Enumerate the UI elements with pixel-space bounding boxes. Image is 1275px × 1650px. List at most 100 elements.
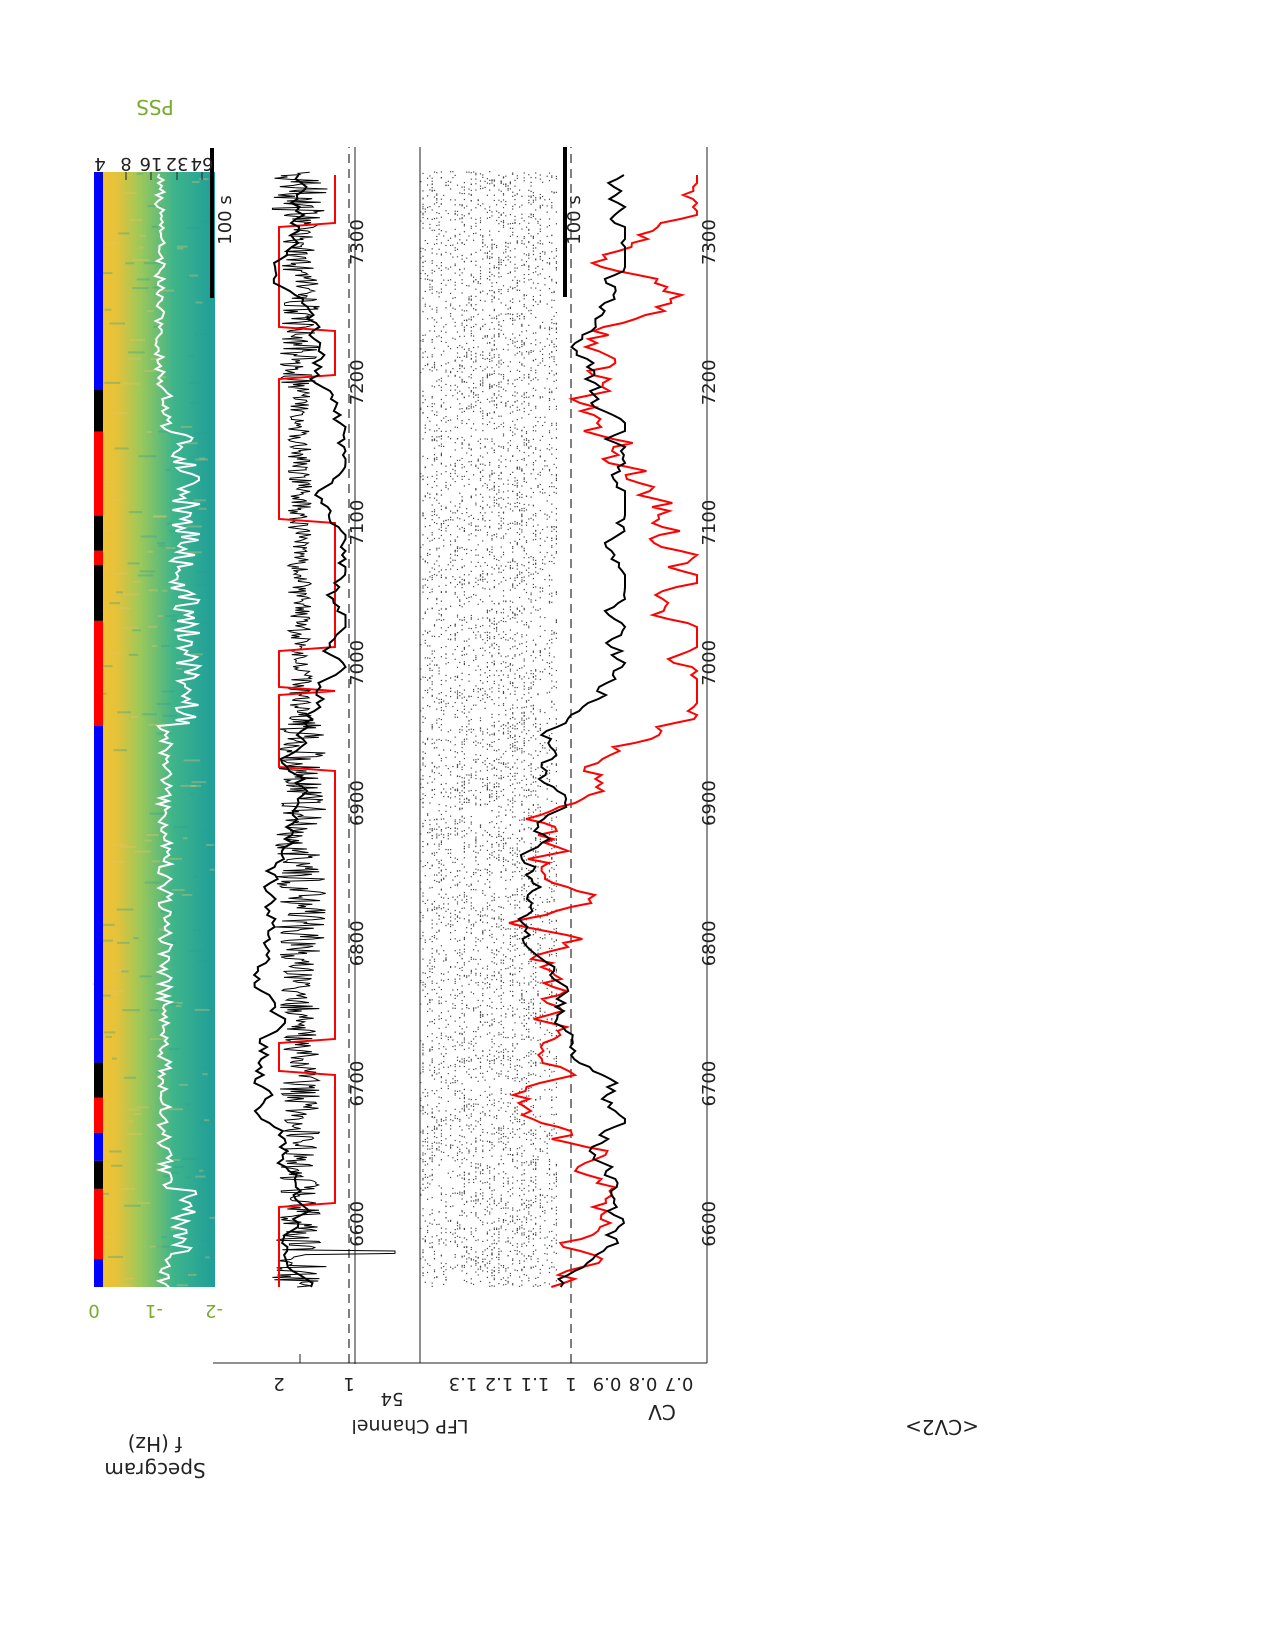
raster-spike xyxy=(479,1012,482,1014)
raster-spike xyxy=(468,799,470,801)
raster-spike xyxy=(475,323,477,326)
raster-spike xyxy=(500,913,502,916)
raster-spike xyxy=(512,713,514,715)
raster-spike xyxy=(468,1125,470,1127)
raster-spike xyxy=(505,1268,507,1270)
raster-spike xyxy=(514,1222,516,1224)
raster-spike xyxy=(542,770,544,773)
raster-spike xyxy=(548,399,551,401)
raster-spike xyxy=(463,616,465,619)
raster-spike xyxy=(528,174,530,176)
raster-spike xyxy=(514,852,516,854)
raster-spike xyxy=(466,640,468,642)
raster-spike xyxy=(514,788,516,790)
raster-spike xyxy=(461,436,463,439)
raster-spike xyxy=(491,473,493,475)
raster-spike xyxy=(484,300,486,302)
raster-spike xyxy=(500,979,502,981)
raster-spike xyxy=(514,219,516,221)
raster-spike xyxy=(537,379,539,381)
raster-spike xyxy=(521,1022,523,1024)
raster-spike xyxy=(489,1262,491,1265)
raster-spike xyxy=(491,539,493,541)
raster-spike xyxy=(548,1188,551,1190)
raster-spike xyxy=(459,1193,461,1195)
raster-spike xyxy=(466,801,468,804)
raster-spike xyxy=(482,1145,484,1147)
raster-spike xyxy=(475,624,477,626)
raster-spike xyxy=(525,481,528,483)
raster-spike xyxy=(470,1131,472,1133)
raster-spike xyxy=(502,608,505,610)
raster-spike xyxy=(514,337,516,339)
raster-spike xyxy=(463,663,465,666)
raster-spike xyxy=(539,1075,541,1077)
raster-spike xyxy=(498,1073,500,1075)
raster-spike xyxy=(516,486,518,488)
raster-spike xyxy=(463,529,465,532)
raster-spike xyxy=(482,967,484,969)
raster-spike xyxy=(507,1180,509,1182)
raster-spike xyxy=(475,754,477,756)
raster-spike xyxy=(475,401,477,403)
raster-spike xyxy=(479,826,482,829)
raster-spike xyxy=(555,448,557,451)
raster-spike xyxy=(491,546,493,548)
raster-spike xyxy=(530,612,532,614)
raster-spike xyxy=(486,1070,488,1072)
raster-spike xyxy=(546,465,548,467)
raster-spike xyxy=(505,956,507,958)
raster-spike xyxy=(493,1247,495,1249)
raster-spike xyxy=(493,317,495,319)
raster-spike xyxy=(551,1245,553,1247)
raster-spike xyxy=(553,898,555,901)
raster-spike xyxy=(466,653,468,655)
raster-spike xyxy=(498,298,500,300)
raster-spike xyxy=(525,1014,528,1017)
raster-spike xyxy=(516,847,518,849)
raster-spike xyxy=(509,577,511,579)
raster-spike xyxy=(470,570,472,572)
raster-spike xyxy=(489,636,491,638)
raster-spike xyxy=(532,1062,534,1064)
raster-spike xyxy=(555,839,557,841)
raster-spike xyxy=(523,220,525,222)
raster-spike xyxy=(507,723,509,725)
raster-spike xyxy=(461,478,463,481)
state-bar-segment-11 xyxy=(94,431,103,516)
raster-spike xyxy=(546,766,548,768)
raster-spike xyxy=(512,727,514,729)
raster-spike xyxy=(514,677,516,680)
raster-spike xyxy=(486,548,488,550)
raster-spike xyxy=(479,479,482,481)
raster-spike xyxy=(555,364,557,366)
raster-spike xyxy=(537,233,539,235)
raster-spike xyxy=(463,944,465,946)
raster-spike xyxy=(528,228,530,231)
raster-spike xyxy=(470,1089,472,1091)
raster-spike xyxy=(519,361,521,363)
raster-spike xyxy=(509,1093,511,1095)
raster-spike xyxy=(539,1206,541,1209)
raster-spike xyxy=(500,264,502,266)
raster-spike xyxy=(498,856,500,858)
raster-spike xyxy=(489,525,491,528)
raster-spike xyxy=(479,680,482,682)
raster-spike xyxy=(466,734,468,736)
raster-spike xyxy=(502,362,505,364)
raster-spike xyxy=(535,980,537,982)
raster-spike xyxy=(496,318,498,320)
raster-spike xyxy=(500,471,502,474)
raster-spike xyxy=(542,1206,544,1208)
raster-spike xyxy=(459,1044,461,1046)
raster-spike xyxy=(496,758,498,760)
raster-spike xyxy=(521,524,523,526)
raster-spike xyxy=(491,936,493,938)
raster-spike xyxy=(532,987,534,989)
raster-spike xyxy=(489,1086,491,1088)
raster-spike xyxy=(502,212,505,214)
raster-spike xyxy=(530,445,532,447)
raster-spike xyxy=(491,975,493,977)
raster-spike xyxy=(539,1193,541,1196)
raster-spike xyxy=(468,1178,470,1181)
